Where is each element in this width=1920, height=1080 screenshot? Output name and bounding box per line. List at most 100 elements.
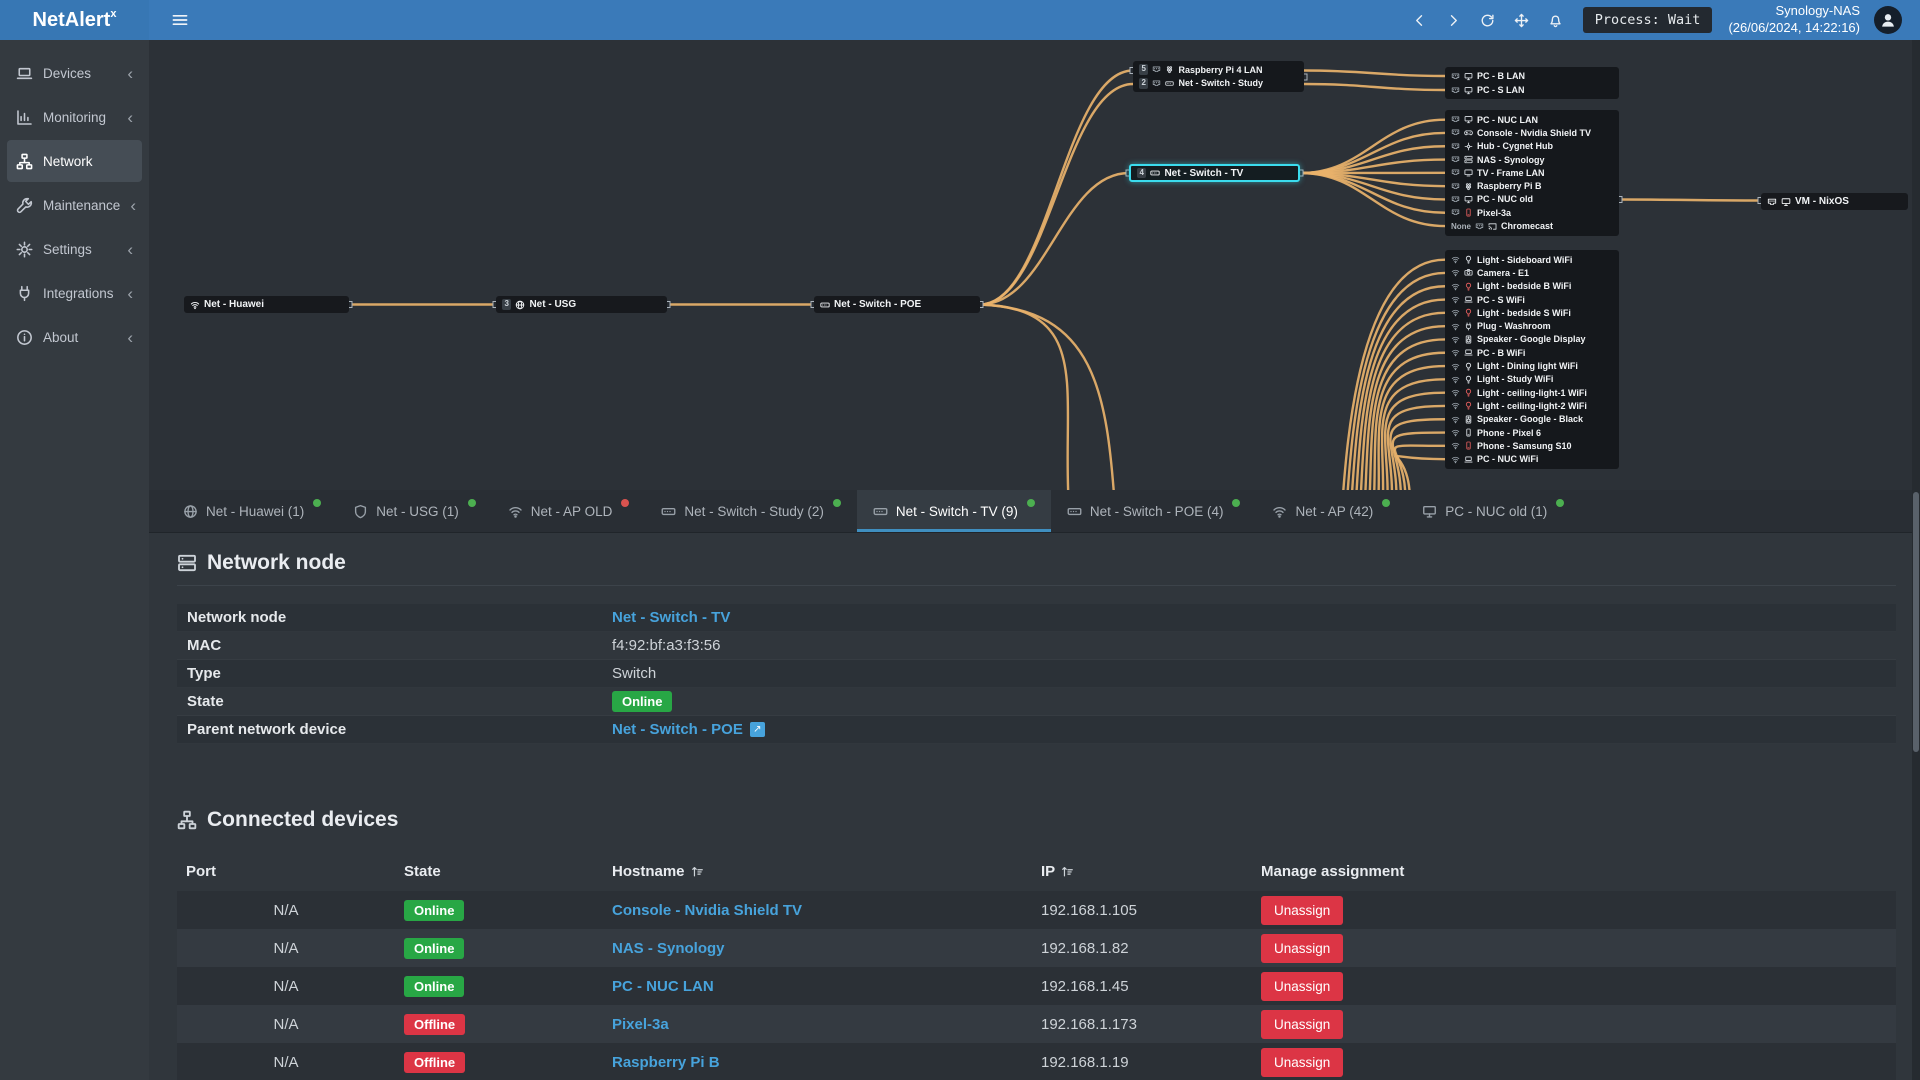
topology-node-pc-nuc-old[interactable]: PC - NUC old (1445, 193, 1619, 206)
tab-net-switch-tv-9[interactable]: Net - Switch - TV (9) (856, 490, 1051, 532)
sitemap-icon (177, 810, 197, 830)
sidebar-item-monitoring[interactable]: Monitoring ‹ (7, 96, 142, 138)
unassign-button[interactable]: Unassign (1261, 933, 1344, 963)
topology-node-light-dining-light-wifi[interactable]: Light - Dining light WiFi (1445, 359, 1619, 372)
scrollbar-thumb[interactable] (1913, 492, 1919, 752)
topology-node-hub-cygnet-hub[interactable]: Hub - Cygnet Hub (1445, 140, 1619, 153)
topology-node-plug-washroom[interactable]: Plug - Washroom (1445, 319, 1619, 332)
state-badge: Offline (404, 1051, 466, 1073)
eth-icon (1451, 182, 1460, 191)
tab-net-usg-1[interactable]: Net - USG (1) (337, 490, 492, 532)
topology-node-pc-b-lan[interactable]: PC - B LAN (1445, 69, 1619, 83)
move-icon[interactable] (1514, 13, 1529, 28)
topology-node-camera-e1[interactable]: Camera - E1 (1445, 266, 1619, 279)
topology-node-light-bedside-b-wifi[interactable]: Light - bedside B WiFi (1445, 280, 1619, 293)
topology-node-light-study-wifi[interactable]: Light - Study WiFi (1445, 373, 1619, 386)
app-logo[interactable]: NetAlert x (0, 0, 149, 40)
topology-node-pc-nuc-lan[interactable]: PC - NUC LAN (1445, 113, 1619, 126)
tab-net-huawei-1[interactable]: Net - Huawei (1) (167, 490, 337, 532)
sidebar: Devices ‹ Monitoring ‹ Network Maintenance ‹ Se… (0, 40, 149, 1080)
tab-net-switch-poe-4[interactable]: Net - Switch - POE (4) (1051, 490, 1257, 532)
node-label: PC - NUC old (1477, 194, 1533, 205)
topology-node-speaker-google-black[interactable]: Speaker - Google - Black (1445, 413, 1619, 426)
node-label: PC - S LAN (1477, 85, 1525, 95)
tab-net-ap-42[interactable]: Net - AP (42) (1256, 490, 1406, 532)
topology-node-light-ceiling-light-2-wifi[interactable]: Light - ceiling-light-2 WiFi (1445, 399, 1619, 412)
topology-node-light-bedside-s-wifi[interactable]: Light - bedside S WiFi (1445, 306, 1619, 319)
chevron-left-icon: ‹ (127, 283, 133, 303)
bell-icon[interactable] (1548, 13, 1563, 28)
scrollbar[interactable] (1912, 40, 1920, 1080)
device-link[interactable]: Pixel-3a (612, 1015, 669, 1033)
main: Net - Huawei 3 Net - USG Net - Switch - POE… (149, 40, 1920, 1080)
unassign-button[interactable]: Unassign (1261, 971, 1344, 1001)
sidebar-item-network[interactable]: Network (7, 140, 142, 182)
topology-node-vm-nixos[interactable]: VM - NixOS (1761, 193, 1908, 210)
external-link-icon[interactable]: ↗ (749, 722, 765, 737)
eth-icon (1451, 115, 1460, 124)
tab-pc-nuc-old-1[interactable]: PC - NUC old (1) (1406, 490, 1580, 532)
tab-net-ap-old[interactable]: Net - AP OLD (492, 490, 646, 532)
unassign-button[interactable]: Unassign (1261, 1047, 1344, 1077)
topology-node-net-switch-poe[interactable]: Net - Switch - POE (814, 296, 980, 313)
topology-node-net-switch-tv[interactable]: 4 Net - Switch - TV (1129, 164, 1300, 182)
node-label: TV - Frame LAN (1477, 167, 1545, 178)
column-header-manage-assignment: Manage assignment (1252, 852, 1896, 891)
menu-icon[interactable] (171, 11, 189, 29)
topology-node-nas-synology[interactable]: NAS - Synology (1445, 153, 1619, 166)
topology-node-pc-nuc-wifi[interactable]: PC - NUC WiFi (1445, 452, 1619, 465)
topology-node-pc-s-lan[interactable]: PC - S LAN (1445, 83, 1619, 97)
sidebar-item-about[interactable]: About ‹ (7, 316, 142, 358)
device-link[interactable]: Console - Nvidia Shield TV (612, 901, 803, 919)
topology-node-light-sideboard-wifi[interactable]: Light - Sideboard WiFi (1445, 253, 1619, 266)
topology-node-raspberry-pi-b[interactable]: Raspberry Pi B (1445, 179, 1619, 192)
column-header-ip[interactable]: IP (1032, 852, 1252, 891)
tab-net-switch-study-2[interactable]: Net - Switch - Study (2) (645, 490, 857, 532)
topology-node-console-nvidia-shield-tv[interactable]: Console - Nvidia Shield TV (1445, 126, 1619, 139)
arrow-right-icon[interactable] (1446, 13, 1461, 28)
sidebar-item-integrations[interactable]: Integrations ‹ (7, 272, 142, 314)
tv-icon (1464, 168, 1473, 177)
column-label: State (404, 863, 441, 880)
user-icon (1880, 12, 1896, 28)
sidebar-item-maintenance[interactable]: Maintenance ‹ (7, 184, 142, 226)
unassign-button[interactable]: Unassign (1261, 1009, 1344, 1039)
eth-icon (1451, 72, 1460, 81)
avatar[interactable] (1874, 6, 1902, 34)
topology-node-speaker-google-display[interactable]: Speaker - Google Display (1445, 333, 1619, 346)
topology-node-pixel-3a[interactable]: Pixel-3a (1445, 206, 1619, 219)
device-link[interactable]: NAS - Synology (612, 939, 725, 957)
unassign-button[interactable]: Unassign (1261, 895, 1344, 925)
laptop-icon (1464, 455, 1473, 464)
topology-node-tv-frame-lan[interactable]: TV - Frame LAN (1445, 166, 1619, 179)
node-link[interactable]: Net - Switch - TV (612, 609, 731, 626)
sidebar-item-settings[interactable]: Settings ‹ (7, 228, 142, 270)
topology-node-net-usg[interactable]: 3 Net - USG (496, 296, 667, 313)
topology-node-chromecast[interactable]: None Chromecast (1445, 219, 1619, 232)
brand-sup: x (110, 8, 117, 20)
topology-node-phone-samsung-s10[interactable]: Phone - Samsung S10 (1445, 439, 1619, 452)
arrow-left-icon[interactable] (1412, 13, 1427, 28)
sidebar-item-devices[interactable]: Devices ‹ (7, 52, 142, 94)
eth-icon (1451, 195, 1460, 204)
sort-icon[interactable] (691, 865, 704, 878)
tab-label: Net - AP (42) (1295, 503, 1374, 519)
topology-node-pc-s-wifi[interactable]: PC - S WiFi (1445, 293, 1619, 306)
switch-icon (820, 300, 830, 310)
column-header-hostname[interactable]: Hostname (603, 852, 1032, 891)
topology-node-pc-b-wifi[interactable]: PC - B WiFi (1445, 346, 1619, 359)
refresh-icon[interactable] (1480, 13, 1495, 28)
sort-icon[interactable] (1061, 865, 1074, 878)
topology-node-phone-pixel-6[interactable]: Phone - Pixel 6 (1445, 426, 1619, 439)
node-label: Light - Study WiFi (1477, 374, 1554, 385)
topology-node-light-ceiling-light-1-wifi[interactable]: Light - ceiling-light-1 WiFi (1445, 386, 1619, 399)
node-label: Light - Sideboard WiFi (1477, 254, 1573, 265)
device-link[interactable]: Raspberry Pi B (612, 1053, 720, 1071)
device-link[interactable]: PC - NUC LAN (612, 977, 714, 995)
process-status-badge: Process: Wait (1582, 7, 1713, 33)
topology-node-raspberry-pi-4-lan[interactable]: 5 Raspberry Pi 4 LAN (1133, 63, 1304, 77)
status-dot (1026, 499, 1035, 507)
parent-node-link[interactable]: Net - Switch - POE (612, 721, 743, 738)
topology-node-net-huawei[interactable]: Net - Huawei (184, 296, 349, 313)
topology-node-net-switch-study[interactable]: 2 Net - Switch - Study (1133, 77, 1304, 91)
